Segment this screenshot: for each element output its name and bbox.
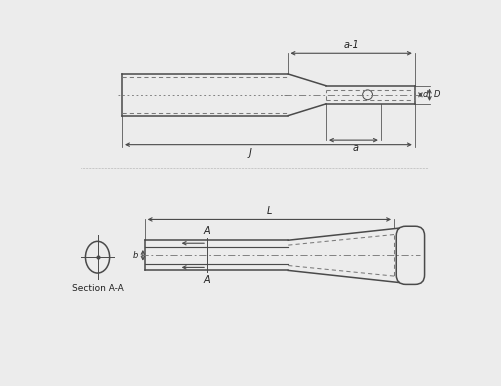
Text: a: a — [352, 144, 358, 154]
Text: a-1: a-1 — [343, 40, 359, 50]
Text: Section A-A: Section A-A — [72, 284, 123, 293]
FancyBboxPatch shape — [396, 226, 424, 284]
Text: b: b — [133, 251, 138, 260]
Text: L: L — [267, 206, 272, 216]
Text: J: J — [248, 148, 251, 158]
Ellipse shape — [86, 241, 110, 273]
Text: D: D — [433, 90, 440, 99]
Text: A: A — [204, 226, 210, 236]
Text: A: A — [204, 275, 210, 285]
Text: d: d — [423, 90, 428, 99]
